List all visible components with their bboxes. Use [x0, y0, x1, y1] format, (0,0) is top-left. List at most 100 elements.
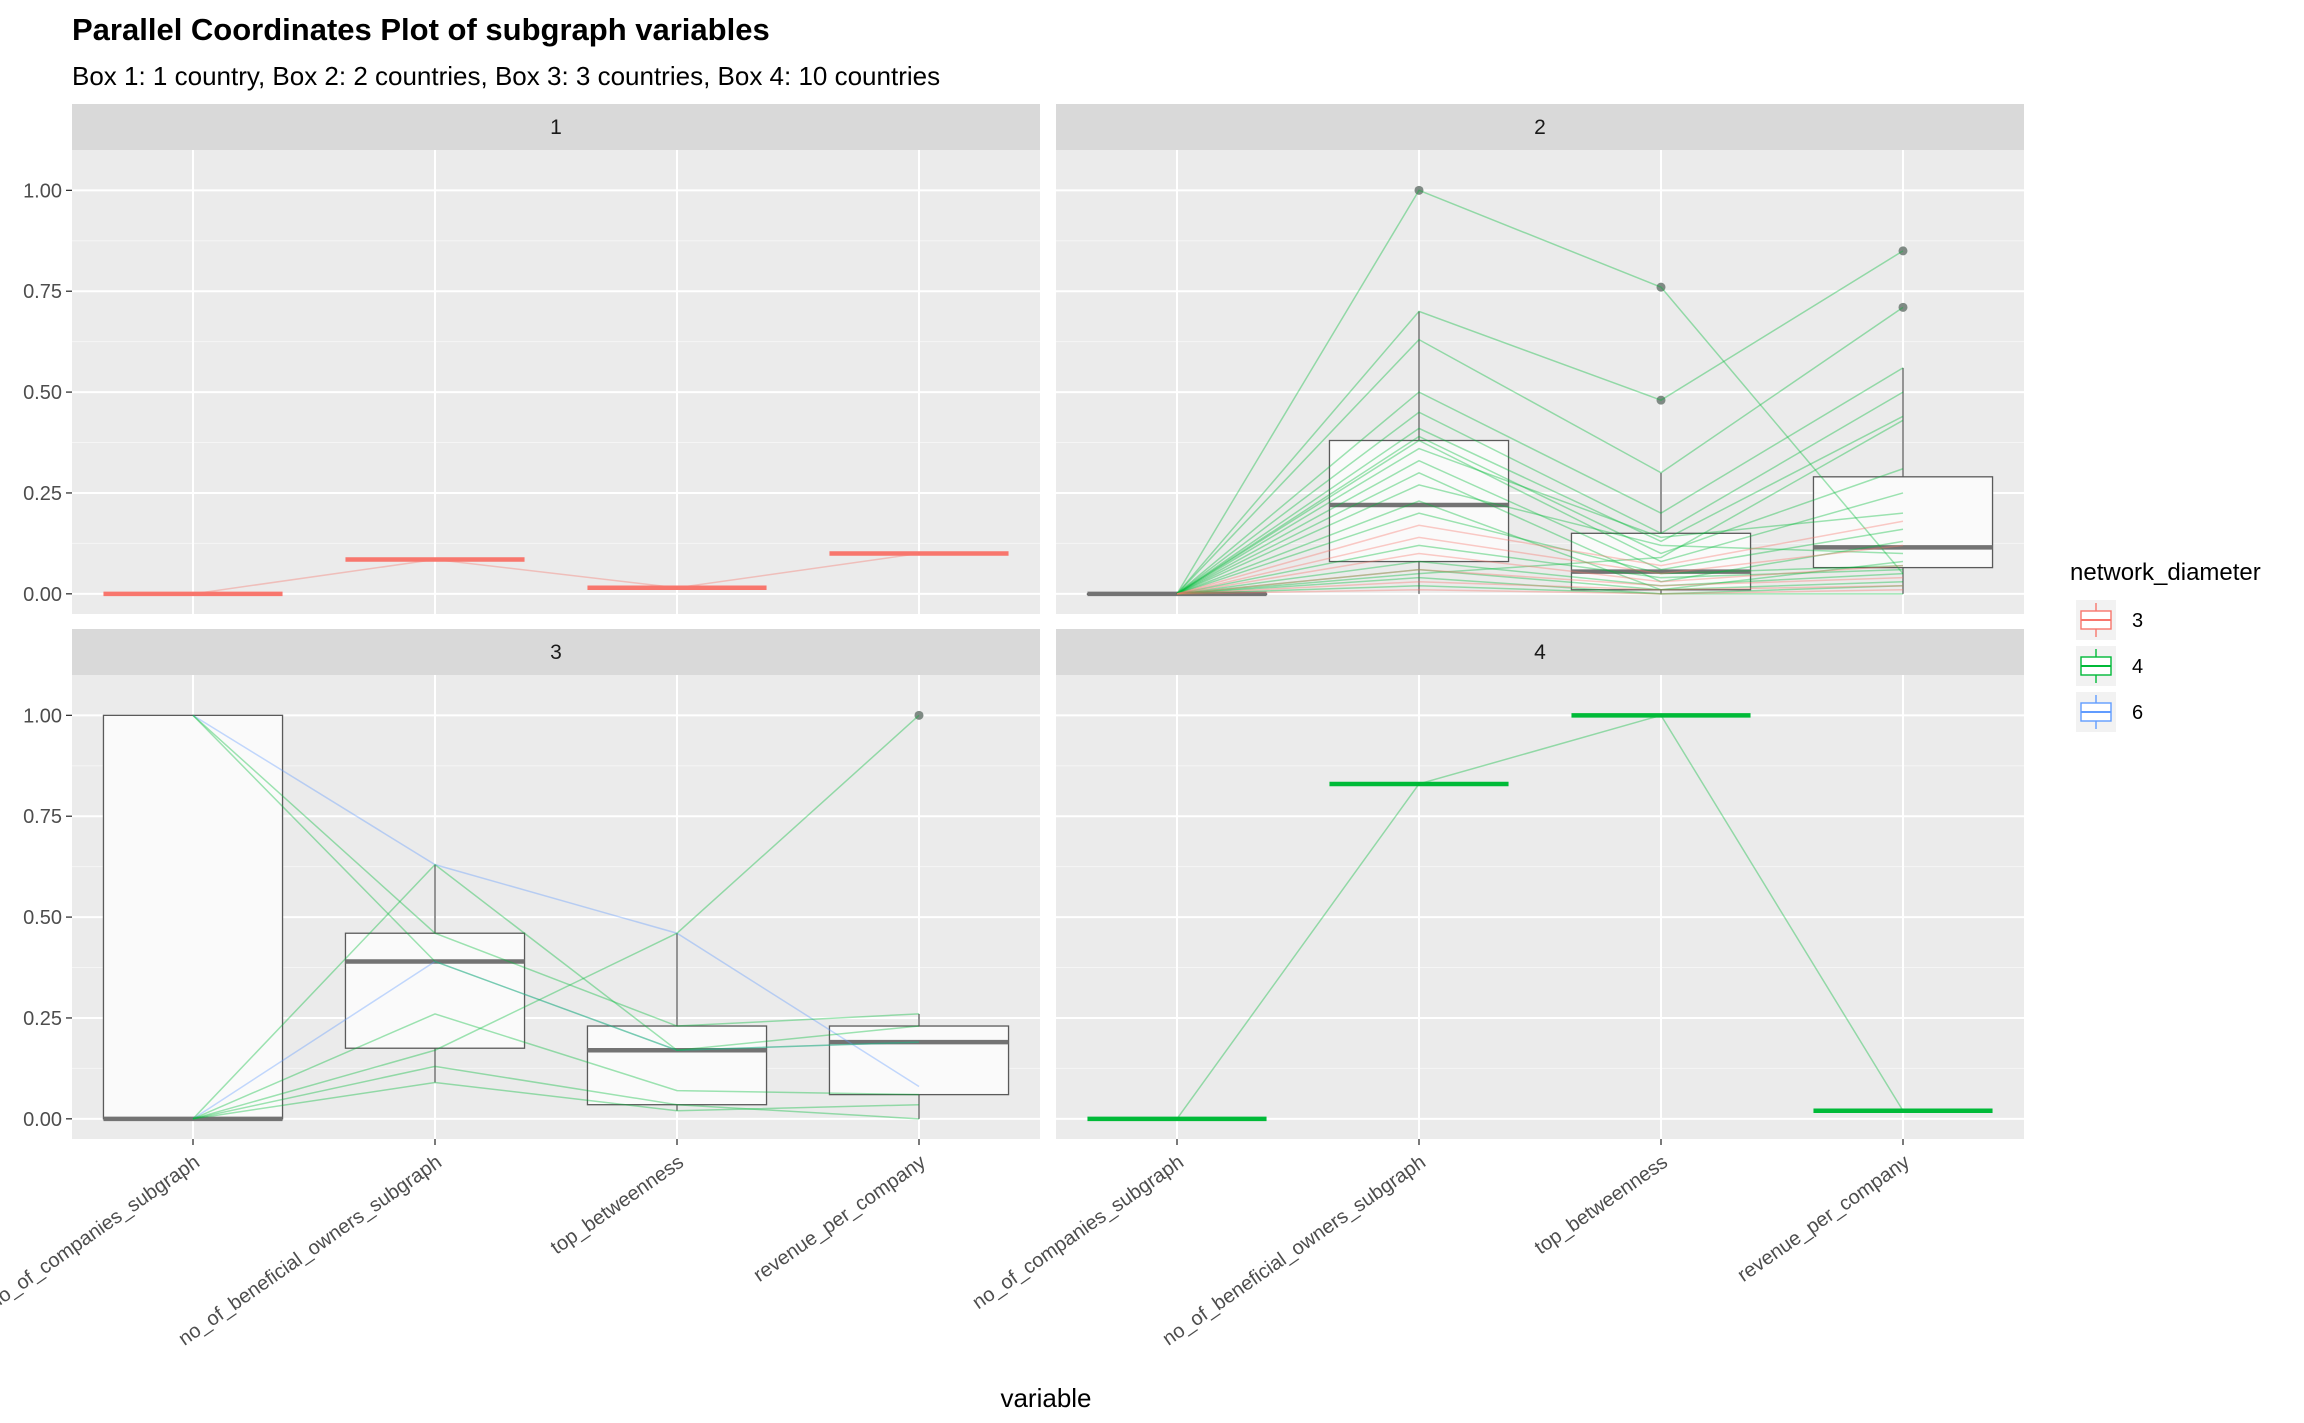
box-outlier	[1898, 302, 1908, 312]
parallel-line	[1176, 500, 1904, 595]
parallel-line	[192, 714, 920, 1027]
boxplots	[102, 710, 1010, 1122]
boxplots	[1087, 713, 1993, 1122]
parallel-line	[1176, 512, 1904, 595]
parallel-line	[192, 714, 920, 1088]
parallel-line	[1176, 306, 1904, 595]
parallel-line	[1176, 580, 1904, 595]
facet-panel-1: 1	[72, 104, 1040, 614]
parallel-line	[1176, 568, 1904, 595]
y-tick-label: 0.75	[23, 806, 62, 828]
facet-panel-3: 3	[72, 629, 1040, 1139]
parallel-line	[1176, 459, 1904, 595]
x-tick-label: no_of_companies_subgraph	[0, 1151, 204, 1314]
parallel-line	[1176, 568, 1904, 595]
parallel-line	[1176, 439, 1904, 595]
parallel-line	[1176, 560, 1904, 595]
legend: network_diameter 3 4 6	[2070, 559, 2261, 732]
x-axis-title: variable	[1000, 1383, 1091, 1413]
x-tick-label: top_betweenness	[547, 1151, 688, 1259]
x-tick-label: no_of_beneficial_owners_subgraph	[1159, 1151, 1430, 1350]
parallel-line	[192, 714, 920, 1051]
facet-strip	[1056, 629, 2024, 675]
parallel-line	[1176, 415, 1904, 595]
y-tick-label: 1.00	[23, 705, 62, 727]
y-tick-label: 0.00	[23, 1109, 62, 1131]
box-iqr	[1328, 439, 1510, 563]
box-iqr	[102, 714, 284, 1120]
legend-label: 3	[2132, 610, 2143, 632]
box-outlier	[1656, 282, 1666, 292]
parallel-line	[1176, 714, 1904, 1120]
chart-title: Parallel Coordinates Plot of subgraph va…	[72, 12, 770, 47]
series-lines	[1176, 189, 1904, 595]
box-outlier	[1898, 246, 1908, 256]
parallel-line	[1176, 471, 1904, 595]
legend-label: 6	[2132, 702, 2143, 724]
boxplots	[1086, 185, 1994, 597]
parallel-line	[1176, 419, 1904, 595]
y-tick-label: 0.50	[23, 382, 62, 404]
box-iqr	[1570, 532, 1752, 591]
legend-label: 4	[2132, 656, 2143, 678]
facet-panel-4: 4	[1056, 629, 2024, 1139]
parallel-line	[192, 552, 920, 595]
box-iqr	[1812, 476, 1994, 569]
facet-strip-label: 2	[1534, 116, 1546, 139]
parallel-line	[1176, 189, 1904, 595]
facet-strip-label: 3	[550, 641, 562, 664]
parallel-line	[1176, 435, 1904, 595]
box-iqr	[344, 932, 526, 1049]
facet-strip	[72, 104, 1040, 150]
x-tick-label: top_betweenness	[1531, 1151, 1672, 1259]
facet-strip-label: 1	[550, 116, 562, 139]
y-tick-label: 0.25	[23, 1008, 62, 1030]
y-tick-label: 0.75	[23, 281, 62, 303]
y-tick-label: 0.00	[23, 584, 62, 606]
series-lines	[1176, 714, 1904, 1120]
parallel-line	[1176, 585, 1903, 595]
y-tick-label: 1.00	[23, 180, 62, 202]
parallel-line	[1176, 520, 1904, 595]
parallel-line	[1176, 589, 1904, 595]
parallel-line	[1176, 484, 1904, 595]
y-tick-label: 0.25	[23, 483, 62, 505]
y-axis-ticks: 0.00 0.25 0.50 0.75 1.00 0.00 0.25 0.50 0.75 1.00	[23, 180, 72, 1131]
parallel-line	[1176, 367, 1904, 595]
parallel-line	[1176, 552, 1904, 595]
facet-strip	[1056, 104, 2024, 150]
legend-title: network_diameter	[2070, 559, 2261, 586]
facet-strip	[72, 629, 1040, 675]
series-lines	[192, 552, 920, 595]
parallel-line	[192, 1013, 920, 1120]
x-tick-label: revenue_per_company	[1734, 1151, 1914, 1286]
parallel-line	[192, 863, 920, 1120]
facet-panel-2: 2	[1056, 104, 2024, 614]
x-tick-label: revenue_per_company	[750, 1151, 930, 1286]
parallel-line	[1176, 250, 1904, 595]
y-tick-label: 0.50	[23, 907, 62, 929]
x-tick-label: no_of_beneficial_owners_subgraph	[175, 1151, 446, 1350]
x-axis-ticks: no_of_companies_subgraphno_of_beneficial…	[0, 1139, 1914, 1350]
parallel-line	[1176, 536, 1904, 595]
parallel-line	[1176, 447, 1904, 595]
panel-background	[1056, 675, 2024, 1139]
parallel-line	[192, 1065, 920, 1120]
box-iqr	[586, 1025, 768, 1106]
box-iqr	[828, 1025, 1010, 1096]
boxplots	[103, 551, 1009, 597]
series-lines	[192, 714, 920, 1120]
parallel-line	[1176, 576, 1904, 595]
box-outlier	[1656, 395, 1666, 405]
facet-strip-label: 4	[1534, 641, 1546, 664]
parallel-line	[192, 714, 920, 1120]
panel-background	[72, 150, 1040, 614]
box-outlier	[914, 710, 924, 720]
box-outlier	[1414, 185, 1424, 195]
parallel-line	[192, 1081, 920, 1120]
parallel-line	[1176, 391, 1904, 595]
parallel-line	[1176, 544, 1904, 595]
parallel-line	[192, 960, 920, 1120]
x-tick-label: no_of_companies_subgraph	[968, 1151, 1187, 1314]
